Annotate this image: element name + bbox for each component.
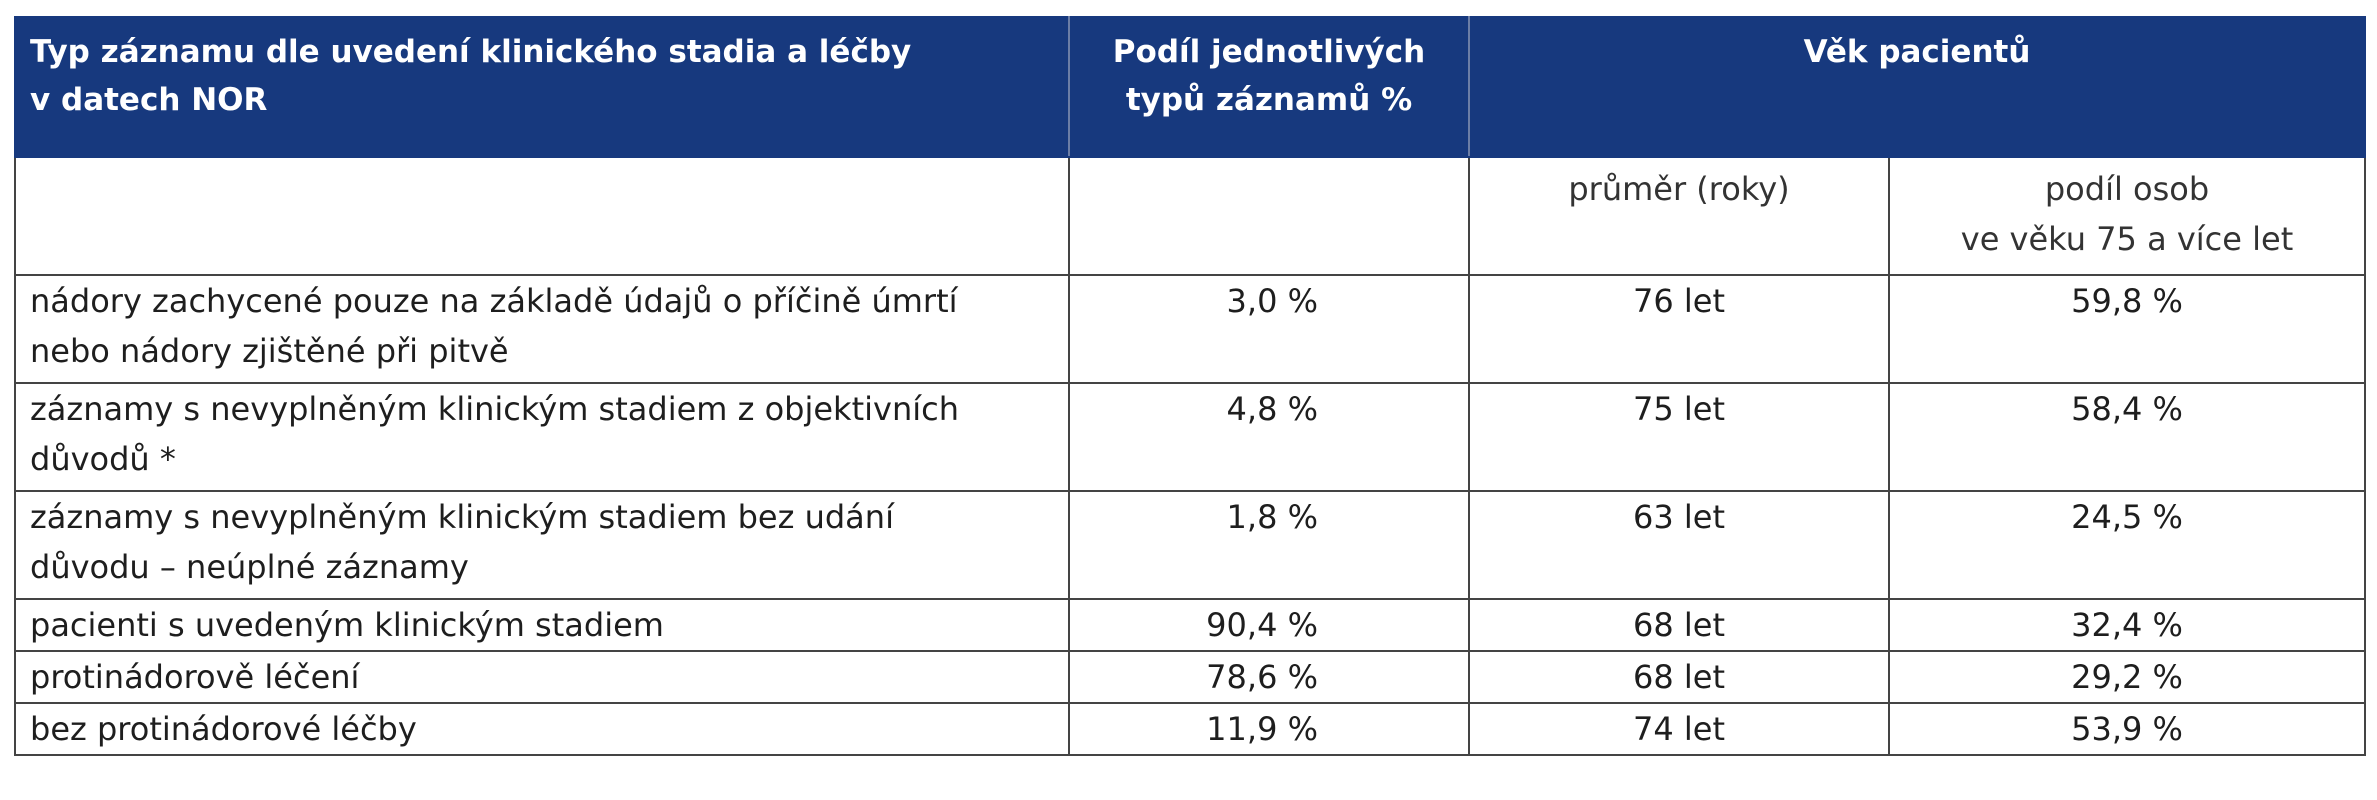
mean-age-cell: 76 let [1468,274,1890,384]
header-patient-age: Věk pacientů [1467,16,2367,158]
record-type-cell: záznamy s nevyplněným klinickým stadiem … [14,382,1070,492]
table-row: nádory zachycené pouze na základě údajů … [14,274,2367,384]
header-share-line2: typů záznamů % [1125,82,1413,118]
mean-age-cell: 74 let [1468,702,1890,756]
table-row: bez protinádorové léčby 11,9 % 74 let 53… [14,702,2367,756]
table-row: záznamy s nevyplněným klinickým stadiem … [14,382,2367,492]
record-type-cell: bez protinádorové léčby [14,702,1070,756]
record-type-cell: záznamy s nevyplněným klinickým stadiem … [14,490,1070,600]
record-type-line1: záznamy s nevyplněným klinickým stadiem … [30,390,959,428]
share-cell: 11,9 % [1068,702,1470,756]
share-cell: 3,0 % [1068,274,1470,384]
record-type-line2: důvodu – neúplné záznamy [30,548,469,586]
header-record-type-line2: v datech NOR [30,82,268,118]
mean-age-cell: 68 let [1468,598,1890,652]
data-table: Typ záznamu dle uvedení klinického stadi… [14,16,2367,756]
record-type-line1: záznamy s nevyplněným klinickým stadiem … [30,498,894,536]
mean-age-cell: 63 let [1468,490,1890,600]
share-75-cell: 32,4 % [1887,598,2367,652]
record-type-line2: nebo nádory zjištěné při pitvě [30,332,509,370]
record-type-cell: pacienti s uvedeným klinickým stadiem [14,598,1070,652]
subheader-share-75-line2: ve věku 75 a více let [1960,220,2294,258]
subheader-empty-2 [1068,156,1470,276]
share-75-cell: 24,5 % [1887,490,2367,600]
share-75-cell: 58,4 % [1887,382,2367,492]
header-share-line1: Podíl jednotlivých [1112,34,1426,70]
mean-age-cell: 75 let [1468,382,1890,492]
header-patient-age-label: Věk pacientů [1803,34,2031,70]
table-row: pacienti s uvedeným klinickým stadiem 90… [14,598,2367,652]
share-75-cell: 59,8 % [1887,274,2367,384]
table-row: protinádorově léčení 78,6 % 68 let 29,2 … [14,650,2367,704]
mean-age-cell: 68 let [1468,650,1890,704]
subheader-share-75: podíl osob ve věku 75 a více let [1887,156,2367,276]
subheader-share-75-line1: podíl osob [2044,170,2210,208]
subheader-row: průměr (roky) podíl osob ve věku 75 a ví… [14,156,2367,276]
subheader-mean-age-label: průměr (roky) [1568,170,1790,208]
header-row: Typ záznamu dle uvedení klinického stadi… [14,16,2367,158]
subheader-mean-age: průměr (roky) [1468,156,1890,276]
share-cell: 1,8 % [1068,490,1470,600]
share-cell: 4,8 % [1068,382,1470,492]
share-75-cell: 29,2 % [1887,650,2367,704]
record-type-line1: nádory zachycené pouze na základě údajů … [30,282,958,320]
share-75-cell: 53,9 % [1887,702,2367,756]
share-cell: 90,4 % [1068,598,1470,652]
subheader-empty-1 [14,156,1070,276]
record-type-cell: nádory zachycené pouze na základě údajů … [14,274,1070,384]
header-record-type-line1: Typ záznamu dle uvedení klinického stadi… [30,34,912,70]
record-type-line2: důvodů * [30,440,176,478]
table-row: záznamy s nevyplněným klinickým stadiem … [14,490,2367,600]
share-cell: 78,6 % [1068,650,1470,704]
record-type-cell: protinádorově léčení [14,650,1070,704]
header-record-type: Typ záznamu dle uvedení klinického stadi… [14,16,1070,158]
header-share: Podíl jednotlivých typů záznamů % [1068,16,1470,158]
